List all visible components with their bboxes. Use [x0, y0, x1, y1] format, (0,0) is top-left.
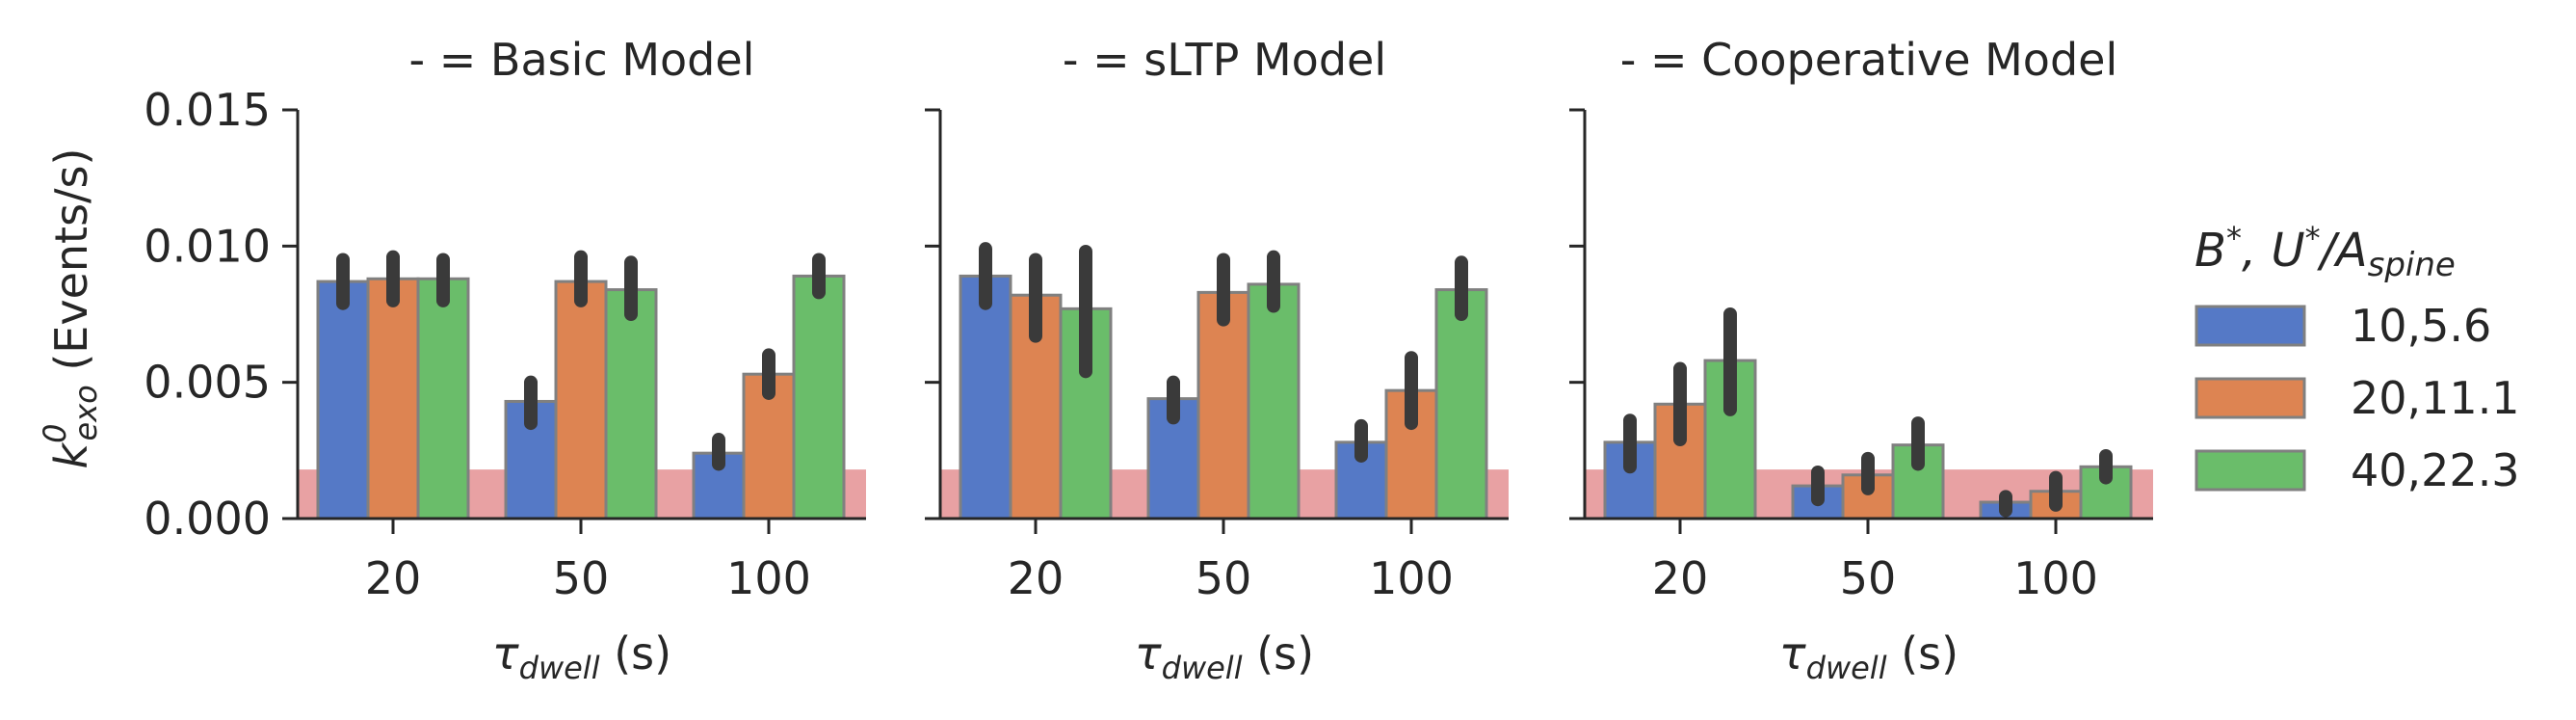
legend: B*, U*/Aspine 10,5.6 20,11.1 40,22.3 — [2195, 220, 2520, 496]
bar-10,5.6-20 — [316, 280, 370, 520]
bar-20,11.1-50 — [554, 280, 608, 520]
panel-title: - = Basic Model — [409, 34, 755, 86]
x-tick-label: 20 — [365, 552, 422, 604]
x-axis-label: τdwell (s) — [1779, 627, 1958, 686]
y-tick-label: 0.005 — [144, 357, 271, 409]
panel-2: - = sLTP Model 20 50 100 τdwell (s) — [925, 34, 1509, 686]
y-tick-label: 0.015 — [144, 84, 271, 136]
bar-40,22.3-100 — [1434, 288, 1488, 520]
panel-title: - = sLTP Model — [1063, 34, 1386, 86]
x-tick-label: 100 — [726, 552, 811, 604]
panel-3: - = Cooperative Model 20 50 100 τdwell (s) — [1569, 34, 2153, 686]
legend-swatch — [2195, 377, 2306, 419]
legend-label: 20,11.1 — [2351, 372, 2520, 424]
y-tick-label: 0.000 — [144, 493, 271, 545]
x-axis-label: τdwell (s) — [1135, 627, 1314, 686]
bar-20,11.1-20 — [366, 277, 420, 520]
legend-label: 10,5.6 — [2351, 300, 2491, 352]
panels: - = Basic Model 0.000 0.005 0.010 0.015 20 50 1… — [37, 34, 2153, 686]
panel-title: - = Cooperative Model — [1620, 34, 2117, 86]
x-tick-label: 100 — [2013, 552, 2098, 604]
x-tick-label: 50 — [1196, 552, 1252, 604]
bar-10,5.6-20 — [959, 274, 1012, 520]
x-tick-label: 20 — [1008, 552, 1065, 604]
x-tick-label: 100 — [1369, 552, 1454, 604]
bar-40,22.3-50 — [1247, 282, 1301, 520]
x-tick-label: 50 — [1840, 552, 1897, 604]
legend-title: B*, U*/Aspine — [2195, 220, 2456, 284]
bar-40,22.3-50 — [604, 288, 658, 520]
legend-swatch — [2195, 449, 2306, 492]
y-tick-label: 0.010 — [144, 220, 271, 272]
x-tick-label: 50 — [553, 552, 610, 604]
bar-40,22.3-20 — [416, 277, 470, 520]
bar-40,22.3-100 — [792, 274, 846, 520]
x-tick-label: 20 — [1652, 552, 1709, 604]
x-axis-label: τdwell (s) — [492, 627, 671, 686]
legend-swatch — [2195, 305, 2306, 347]
panel-1: - = Basic Model 0.000 0.005 0.010 0.015 20 50 1… — [37, 34, 866, 686]
y-axis-label: k0exo (Events/s) — [37, 148, 104, 469]
legend-label: 40,22.3 — [2351, 444, 2520, 496]
